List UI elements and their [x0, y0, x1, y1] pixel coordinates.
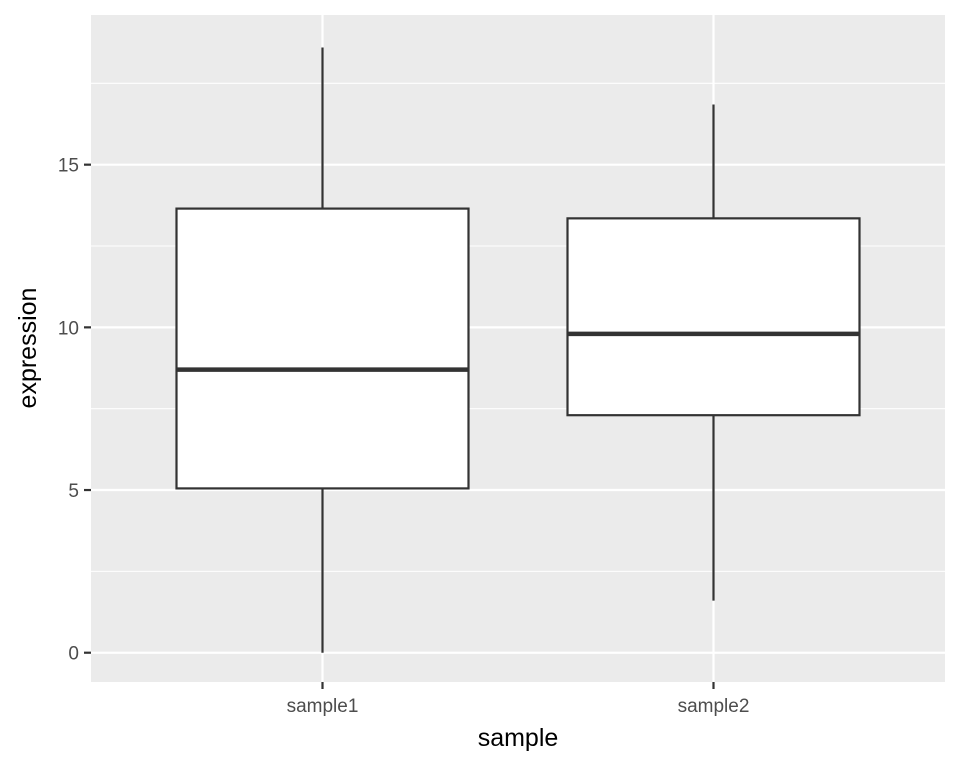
y-tick-label: 15 [58, 156, 79, 177]
y-tick-label: 0 [68, 644, 79, 665]
y-tick-label: 5 [68, 481, 79, 502]
box-iqr [175, 207, 470, 490]
x-axis-title: sample [478, 724, 559, 752]
box-sample1 [175, 47, 470, 653]
box-iqr [566, 217, 861, 417]
x-tick-label: sample2 [678, 696, 750, 717]
y-axis: 0 5 10 15 [58, 156, 91, 665]
boxes [175, 47, 861, 653]
box-sample2 [566, 104, 861, 601]
y-axis-title: expression [14, 288, 42, 409]
x-axis: sample1 sample2 [287, 682, 750, 717]
x-tick-label: sample1 [287, 696, 359, 717]
y-tick-label: 10 [58, 318, 79, 339]
